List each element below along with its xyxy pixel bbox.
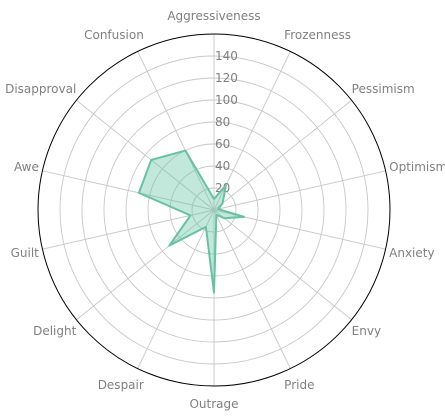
- category-label-outrage: Outrage: [189, 397, 238, 411]
- radial-tick-label: 80: [215, 115, 230, 129]
- grid-ring-120: [81, 77, 347, 343]
- radial-tick-label: 40: [215, 159, 230, 173]
- radar-outer-frame: [37, 33, 391, 387]
- radial-tick-label: 140: [215, 49, 238, 63]
- grid-ring-80: [125, 121, 303, 299]
- series-0-area: [137, 149, 246, 294]
- category-label-pride: Pride: [284, 378, 314, 392]
- category-label-frozenness: Frozenness: [284, 28, 351, 42]
- radial-tick-label: 60: [215, 137, 230, 151]
- category-label-confusion: Confusion: [84, 28, 144, 42]
- category-label-envy: Envy: [352, 324, 381, 338]
- radar-grid: [42, 34, 386, 386]
- grid-ring-100: [103, 99, 325, 321]
- category-label-aggressiveness: Aggressiveness: [167, 9, 260, 23]
- grid-ring-140: [59, 55, 369, 365]
- grid-ring-40: [169, 165, 259, 255]
- grid-ring-20: [191, 187, 237, 233]
- category-label-pessimism: Pessimism: [352, 82, 415, 96]
- radial-tick-label: 100: [215, 93, 238, 107]
- category-labels: Aggressiveness Frozenness Pessimism Optimis…: [5, 9, 445, 411]
- category-label-optimism: Optimism: [389, 160, 445, 174]
- category-label-awe: Awe: [14, 160, 39, 174]
- category-label-despair: Despair: [98, 378, 144, 392]
- category-label-anxiety: Anxiety: [389, 246, 434, 260]
- category-label-delight: Delight: [33, 324, 77, 338]
- category-label-guilt: Guilt: [11, 246, 40, 260]
- radar-series: [137, 149, 246, 294]
- radial-tick-label: 120: [215, 71, 238, 85]
- category-label-disapproval: Disapproval: [5, 82, 76, 96]
